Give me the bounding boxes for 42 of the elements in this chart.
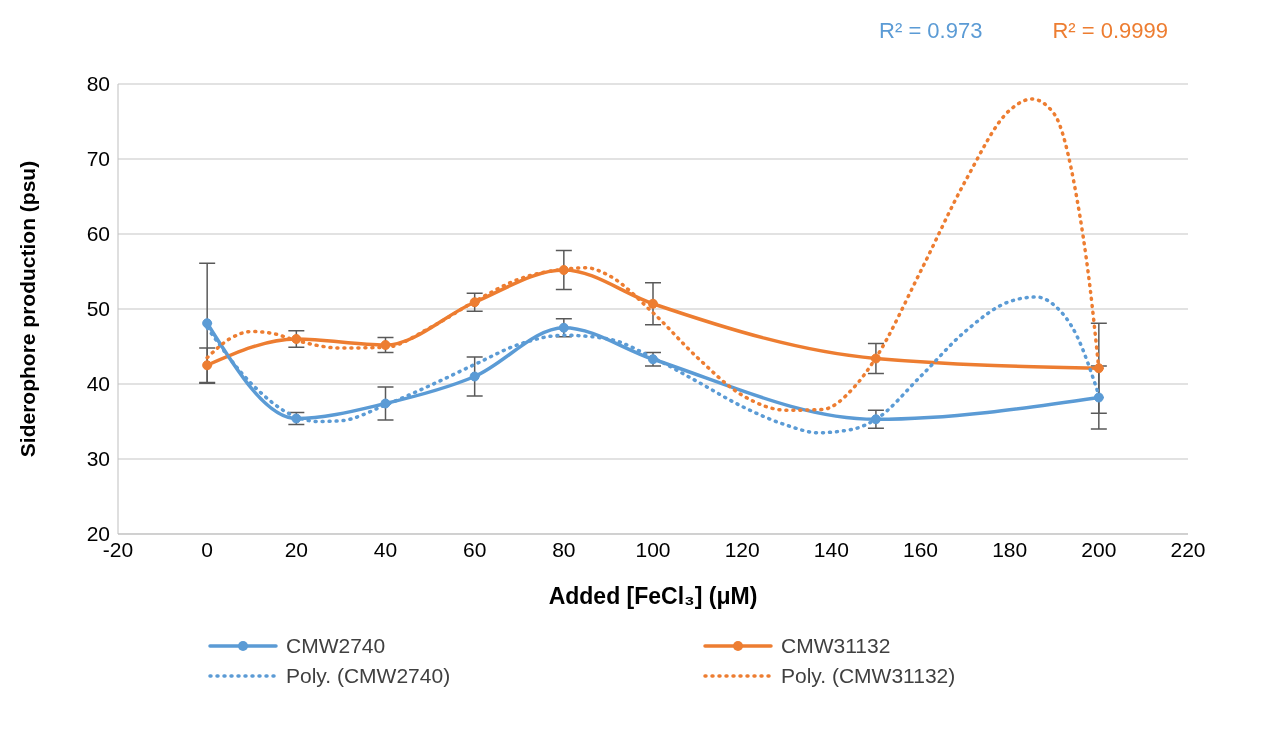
point bbox=[558, 265, 569, 275]
text: R² = 0.973 bbox=[879, 18, 983, 45]
point bbox=[380, 398, 391, 409]
legend-label: CMW31132 bbox=[781, 634, 891, 658]
x-tick-label: 60 bbox=[462, 537, 487, 561]
x-tick-label: 200 bbox=[1081, 537, 1117, 561]
point bbox=[202, 318, 213, 329]
text: R² = 0.9999 bbox=[1052, 18, 1168, 45]
legend-label: CMW2740 bbox=[286, 634, 386, 658]
point bbox=[469, 371, 480, 382]
y-tick-label: 80 bbox=[86, 72, 110, 96]
point bbox=[380, 340, 391, 350]
point bbox=[202, 360, 213, 371]
point bbox=[1093, 363, 1104, 374]
x-tick-label: 140 bbox=[813, 537, 849, 561]
y-tick-label: 70 bbox=[86, 147, 110, 171]
x-axis-title: Added [FeCl₃] (μM) bbox=[548, 583, 758, 609]
y-tick-label: 60 bbox=[86, 222, 110, 246]
x-tick-label: 220 bbox=[1170, 537, 1206, 561]
point bbox=[1093, 392, 1104, 403]
point bbox=[870, 353, 881, 364]
point bbox=[291, 413, 302, 424]
point bbox=[558, 322, 569, 333]
point bbox=[648, 298, 658, 309]
legend-label: Poly. (CMW2740) bbox=[286, 664, 451, 688]
y-tick-label: 40 bbox=[86, 372, 110, 396]
point bbox=[291, 334, 302, 344]
x-tick-label: 160 bbox=[902, 537, 939, 561]
point bbox=[870, 414, 881, 425]
legend-label: Poly. (CMW31132) bbox=[781, 664, 956, 688]
point bbox=[648, 354, 658, 365]
x-tick-label: 120 bbox=[724, 537, 760, 561]
y-tick-label: 50 bbox=[86, 297, 110, 321]
x-tick-label: 180 bbox=[992, 537, 1028, 561]
y-axis-title: Siderophore production (psu) bbox=[16, 160, 40, 458]
point bbox=[469, 297, 480, 308]
x-tick-label: 80 bbox=[552, 537, 576, 561]
y-tick-label: 30 bbox=[86, 447, 110, 471]
x-tick-label: 40 bbox=[373, 537, 398, 561]
x-tick-label: 0 bbox=[201, 537, 214, 561]
x-tick-label: 20 bbox=[284, 537, 309, 561]
x-tick-label: 100 bbox=[635, 537, 671, 561]
